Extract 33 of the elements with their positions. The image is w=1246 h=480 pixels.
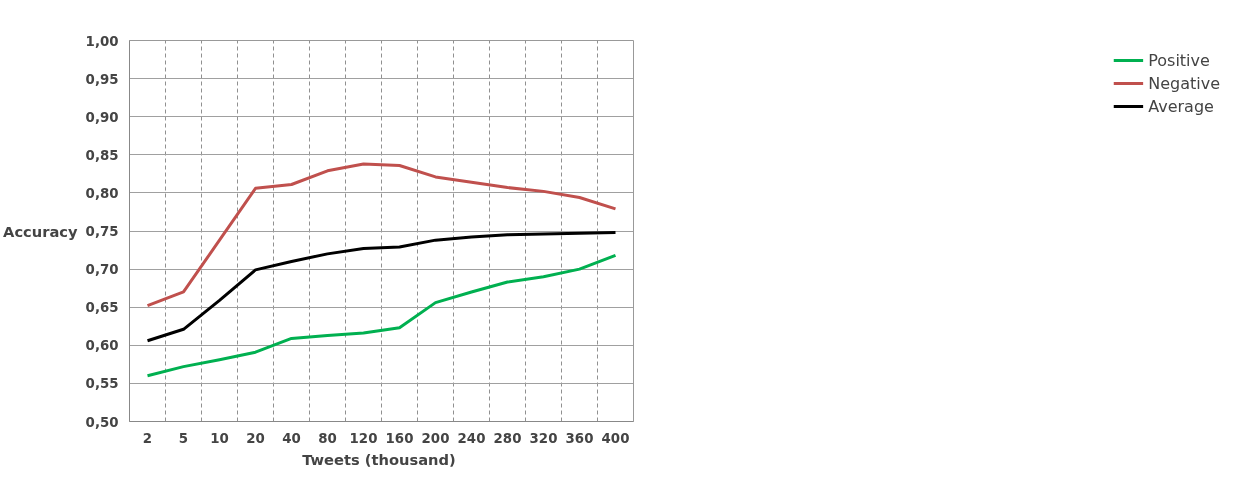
x-tick-label: 40 [282, 430, 301, 446]
y-tick-label: 0,65 [85, 300, 119, 316]
legend-label: Positive [1148, 50, 1210, 70]
legend-label: Negative [1148, 73, 1220, 93]
x-tick-label: 120 [349, 430, 378, 446]
y-tick-label: 0,70 [85, 262, 119, 278]
y-axis-title: Accuracy [3, 222, 79, 240]
x-tick-label: 2 [142, 430, 153, 446]
line-series [146, 253, 617, 378]
y-tick-label: 0,80 [85, 185, 119, 201]
x-tick-label: 10 [210, 430, 229, 446]
x-tick-label: 280 [493, 430, 522, 446]
x-tick-label: 20 [246, 430, 265, 446]
x-tick-label: 200 [421, 430, 450, 446]
y-tick-label: 0,85 [85, 147, 119, 163]
legend-label: Average [1148, 96, 1214, 116]
line-series [146, 162, 617, 308]
x-tick-label: 320 [529, 430, 558, 446]
y-tick-label: 0,60 [85, 338, 119, 354]
x-tick-label: 5 [178, 430, 189, 446]
y-tick-label: 0,55 [85, 376, 119, 392]
x-axis-title: Tweets (thousand) [302, 450, 456, 468]
line-series [146, 231, 617, 343]
x-tick-label: 80 [318, 430, 337, 446]
y-tick-label: 0,90 [85, 109, 119, 125]
x-tick-label: 240 [457, 430, 486, 446]
x-tick-label: 160 [385, 430, 414, 446]
y-tick-label: 0,75 [85, 224, 119, 239]
y-tick-label: 1,00 [85, 33, 119, 49]
y-tick-label: 0,50 [85, 414, 119, 430]
x-tick-label: 360 [565, 430, 594, 446]
x-tick-label: 400 [601, 430, 630, 446]
y-tick-label: 0,95 [85, 71, 119, 87]
